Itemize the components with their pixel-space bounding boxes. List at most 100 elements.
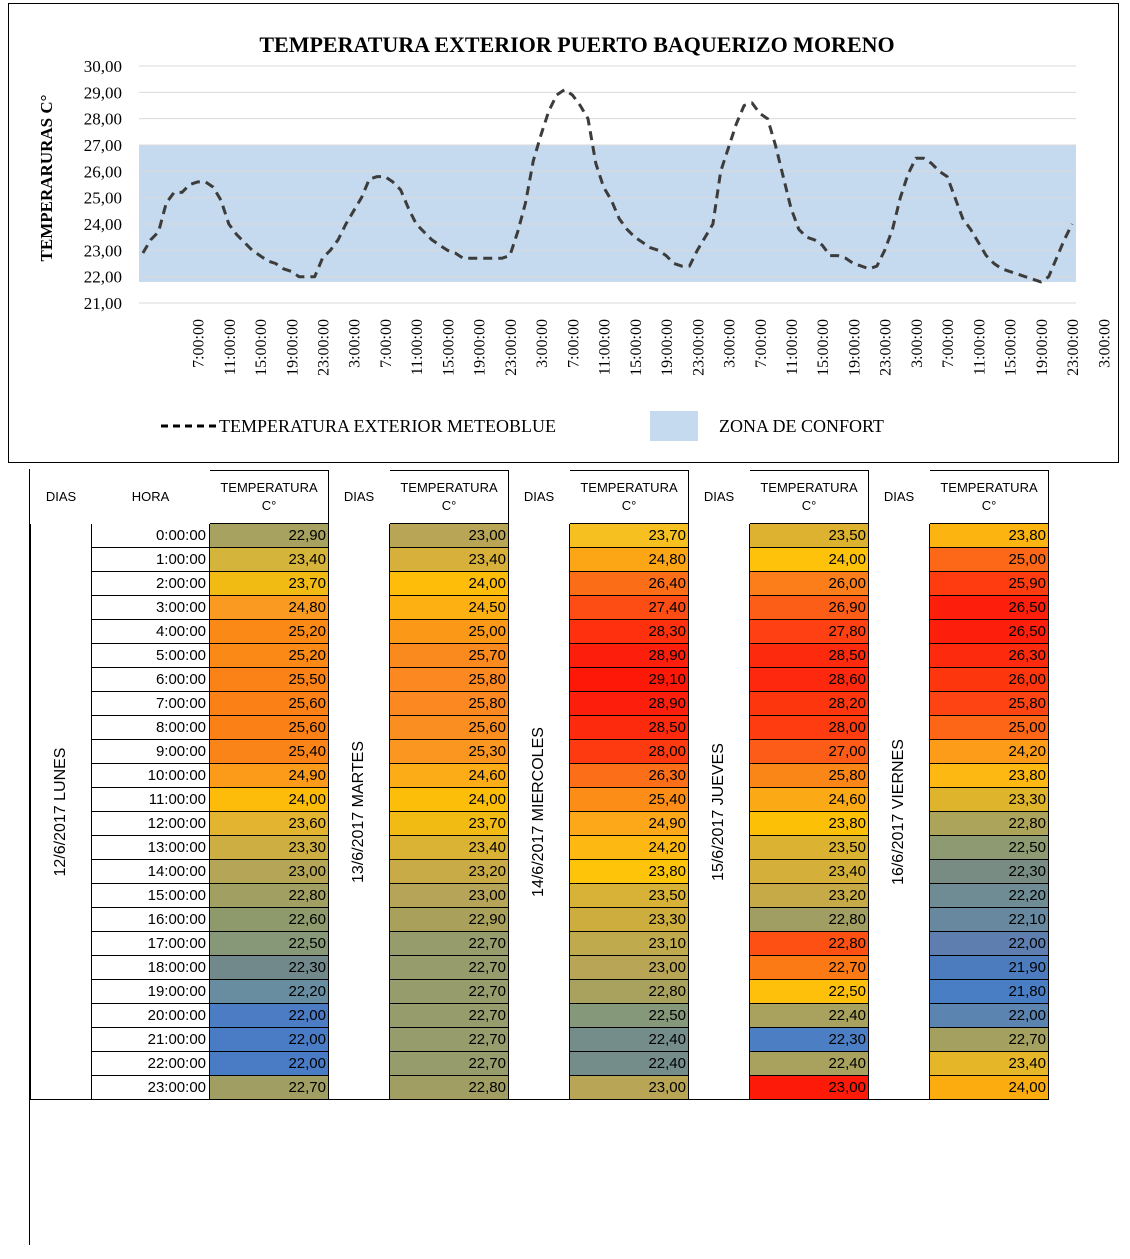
temperature-cell: 23,80 (749, 811, 869, 836)
temperature-cell: 23,80 (929, 523, 1049, 548)
hour-cell: 7:00:00 (91, 691, 210, 716)
x-tick-label: 3:00:00 (722, 319, 739, 368)
x-tick-label: 15:00:00 (815, 319, 832, 376)
day-label: 13/6/2017 MARTES (350, 740, 367, 883)
temperature-cell: 28,20 (749, 691, 869, 716)
temperature-cell: 26,00 (749, 571, 869, 596)
y-tick-label: 26,00 (84, 162, 122, 181)
table-row: 23:00:00 22,70 22,80 23,00 23,00 24,00 (31, 1075, 1049, 1100)
temperature-cell: 24,00 (389, 787, 509, 812)
hour-cell: 8:00:00 (91, 715, 210, 740)
table-row: 16:00:00 22,60 22,90 23,30 22,80 22,10 (31, 907, 1049, 932)
day-label-cell: 16/6/2017 VIERNES (868, 523, 930, 1100)
temperature-cell: 25,90 (929, 571, 1049, 596)
temperature-cell: 24,80 (209, 595, 329, 620)
hour-cell: 23:00:00 (91, 1075, 210, 1100)
temperature-cell: 28,50 (749, 643, 869, 668)
x-tick-label: 23:00:00 (878, 319, 895, 376)
x-tick-label: 19:00:00 (284, 319, 301, 376)
hour-cell: 5:00:00 (91, 643, 210, 668)
temperature-cell: 23,30 (209, 835, 329, 860)
header-hora: HORA (91, 470, 210, 524)
temperature-cell: 26,30 (929, 643, 1049, 668)
x-tick-label: 19:00:00 (472, 319, 489, 376)
table-row: 7:00:00 25,60 25,80 28,90 28,20 25,80 (31, 691, 1049, 716)
temperature-cell: 24,50 (389, 595, 509, 620)
hour-cell: 4:00:00 (91, 619, 210, 644)
hour-cell: 20:00:00 (91, 1003, 210, 1028)
temperature-cell: 23,00 (389, 883, 509, 908)
day-label-cell: 15/6/2017 JUEVES (688, 523, 750, 1100)
header-dias: DIAS (30, 470, 92, 524)
temperature-cell: 25,40 (569, 787, 689, 812)
table-row: 20:00:00 22,00 22,70 22,50 22,40 22,00 (31, 1003, 1049, 1028)
hour-cell: 9:00:00 (91, 739, 210, 764)
temperature-cell: 22,90 (389, 907, 509, 932)
temperature-cell: 24,60 (389, 763, 509, 788)
x-tick-label: 15:00:00 (628, 319, 645, 376)
temperature-cell: 27,40 (569, 595, 689, 620)
temperature-cell: 22,70 (389, 1051, 509, 1076)
day-label: 14/6/2017 MIERCOLES (530, 726, 547, 897)
temperature-cell: 28,50 (569, 715, 689, 740)
x-tick-label: 15:00:00 (1003, 319, 1020, 376)
header-dias: DIAS (688, 470, 750, 524)
temperature-cell: 25,80 (749, 763, 869, 788)
temperature-cell: 25,60 (209, 715, 329, 740)
table-row: 3:00:00 24,80 24,50 27,40 26,90 26,50 (31, 595, 1049, 620)
legend-area-swatch (650, 411, 698, 441)
temperature-cell: 22,70 (389, 1003, 509, 1028)
temperature-cell: 22,70 (929, 1027, 1049, 1052)
header-temperatura: TEMPERATURA C° (569, 470, 689, 524)
temperature-cell: 23,80 (929, 763, 1049, 788)
y-tick-label: 27,00 (84, 136, 122, 155)
x-tick-label: 11:00:00 (597, 319, 614, 375)
hour-cell: 21:00:00 (91, 1027, 210, 1052)
hour-cell: 11:00:00 (91, 787, 210, 812)
header-dias: DIAS (868, 470, 930, 524)
y-tick-label: 29,00 (84, 83, 122, 102)
temperature-cell: 28,60 (749, 667, 869, 692)
hour-cell: 16:00:00 (91, 907, 210, 932)
table-row: 21:00:00 22,00 22,70 22,40 22,30 22,70 (31, 1027, 1049, 1052)
temperature-cell: 22,70 (389, 979, 509, 1004)
hour-cell: 13:00:00 (91, 835, 210, 860)
temperature-cell: 23,00 (749, 1075, 869, 1100)
temperature-cell: 21,90 (929, 955, 1049, 980)
y-tick-label: 25,00 (84, 189, 122, 208)
temperature-cell: 21,80 (929, 979, 1049, 1004)
temperature-cell: 22,40 (569, 1027, 689, 1052)
temperature-cell: 22,20 (209, 979, 329, 1004)
temperature-cell: 23,40 (389, 547, 509, 572)
x-tick-label: 7:00:00 (378, 319, 395, 368)
header-temperatura: TEMPERATURA C° (209, 470, 329, 524)
temperature-cell: 28,00 (569, 739, 689, 764)
hour-cell: 0:00:00 (91, 523, 210, 548)
hour-cell: 22:00:00 (91, 1051, 210, 1076)
day-label: 16/6/2017 VIERNES (890, 738, 907, 885)
x-tick-label: 19:00:00 (659, 319, 676, 376)
temperature-cell: 25,80 (929, 691, 1049, 716)
table-row: 14:00:00 23,00 23,20 23,80 23,40 22,30 (31, 859, 1049, 884)
temperature-cell: 25,60 (209, 691, 329, 716)
x-tick-label: 3:00:00 (909, 319, 926, 368)
temperature-cell: 22,90 (209, 523, 329, 548)
header-dias: DIAS (508, 470, 570, 524)
temperature-cell: 22,50 (749, 979, 869, 1004)
table-row: 9:00:00 25,40 25,30 28,00 27,00 24,20 (31, 739, 1049, 764)
temperature-cell: 22,50 (569, 1003, 689, 1028)
x-tick-label: 3:00:00 (534, 319, 551, 368)
hour-cell: 1:00:00 (91, 547, 210, 572)
temperature-cell: 22,40 (749, 1003, 869, 1028)
temperature-cell: 27,80 (749, 619, 869, 644)
temperature-cell: 26,00 (929, 667, 1049, 692)
temperature-cell: 23,40 (209, 547, 329, 572)
temperature-cell: 24,00 (389, 571, 509, 596)
table-row: 22:00:00 22,00 22,70 22,40 22,40 23,40 (31, 1051, 1049, 1076)
table-row: 19:00:00 22,20 22,70 22,80 22,50 21,80 (31, 979, 1049, 1004)
x-tick-label: 11:00:00 (222, 319, 239, 375)
table-row: 8:00:00 25,60 25,60 28,50 28,00 25,00 (31, 715, 1049, 740)
table-row: 15:00:00 22,80 23,00 23,50 23,20 22,20 (31, 883, 1049, 908)
temperature-cell: 25,80 (389, 691, 509, 716)
temperature-cell: 22,80 (209, 883, 329, 908)
